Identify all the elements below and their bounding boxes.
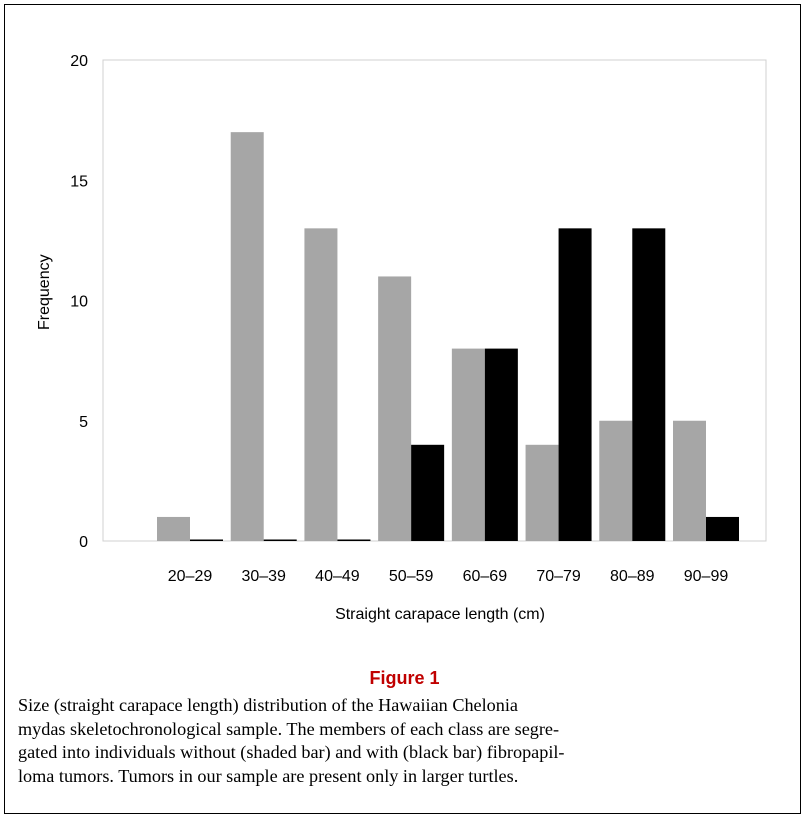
bar-series1-70–79	[525, 444, 559, 541]
bar-series1-30–39	[230, 132, 264, 541]
x-axis-label: Straight carapace length (cm)	[335, 606, 545, 623]
figure-title: Figure 1	[369, 668, 440, 688]
bar-series1-50–59	[378, 276, 412, 541]
y-tick-label: 15	[70, 173, 88, 190]
bar-series1-20–29	[157, 516, 190, 541]
y-axis-ticks: 0 5 10 15 20	[70, 53, 88, 551]
x-tick-label: 40–49	[315, 568, 360, 585]
y-tick-label: 5	[79, 414, 88, 431]
bar-series2-50–59	[411, 444, 445, 541]
y-axis-label: Frequency	[36, 254, 53, 330]
bars-group	[157, 132, 739, 541]
bar-series2-40–49	[337, 539, 371, 541]
caption-line-1: Size (straight carapace length) distribu…	[18, 695, 518, 715]
caption-line-2: mydas skeletochronological sample. The m…	[18, 718, 560, 739]
bar-series1-40–49	[304, 228, 338, 541]
bar-series2-20–29	[190, 539, 223, 541]
bar-series1-90–99	[673, 420, 706, 541]
x-tick-label: 50–59	[389, 568, 434, 585]
bar-series2-90–99	[706, 516, 739, 541]
bar-series2-60–69	[484, 348, 518, 541]
figure-caption: Size (straight carapace length) distribu…	[18, 694, 788, 788]
bar-series2-30–39	[263, 539, 297, 541]
y-tick-label: 20	[70, 53, 88, 70]
caption-line-3: gated into individuals without (shaded b…	[18, 742, 565, 762]
y-tick-label: 0	[79, 534, 88, 551]
bar-series2-80–89	[632, 228, 666, 541]
caption-line-4: loma tumors. Tumors in our sample are pr…	[18, 765, 519, 786]
x-axis-ticks: 20–29 30–39 40–49 50–59 60–69 70–79 80–89 90–99	[168, 568, 729, 585]
bar-series2-70–79	[558, 228, 592, 541]
x-tick-label: 90–99	[684, 568, 729, 585]
x-tick-label: 20–29	[168, 568, 213, 585]
x-tick-label: 30–39	[241, 568, 286, 585]
x-tick-label: 60–69	[463, 568, 508, 585]
bar-series1-80–89	[599, 420, 633, 541]
x-tick-label: 70–79	[536, 568, 581, 585]
y-tick-label: 10	[70, 294, 88, 311]
x-tick-label: 80–89	[610, 568, 655, 585]
bar-chart: 0 5 10 15 20 20–29 30–39 40–49 50–59 60–69 70–79 8…	[70, 53, 767, 585]
bar-series1-60–69	[451, 348, 485, 541]
